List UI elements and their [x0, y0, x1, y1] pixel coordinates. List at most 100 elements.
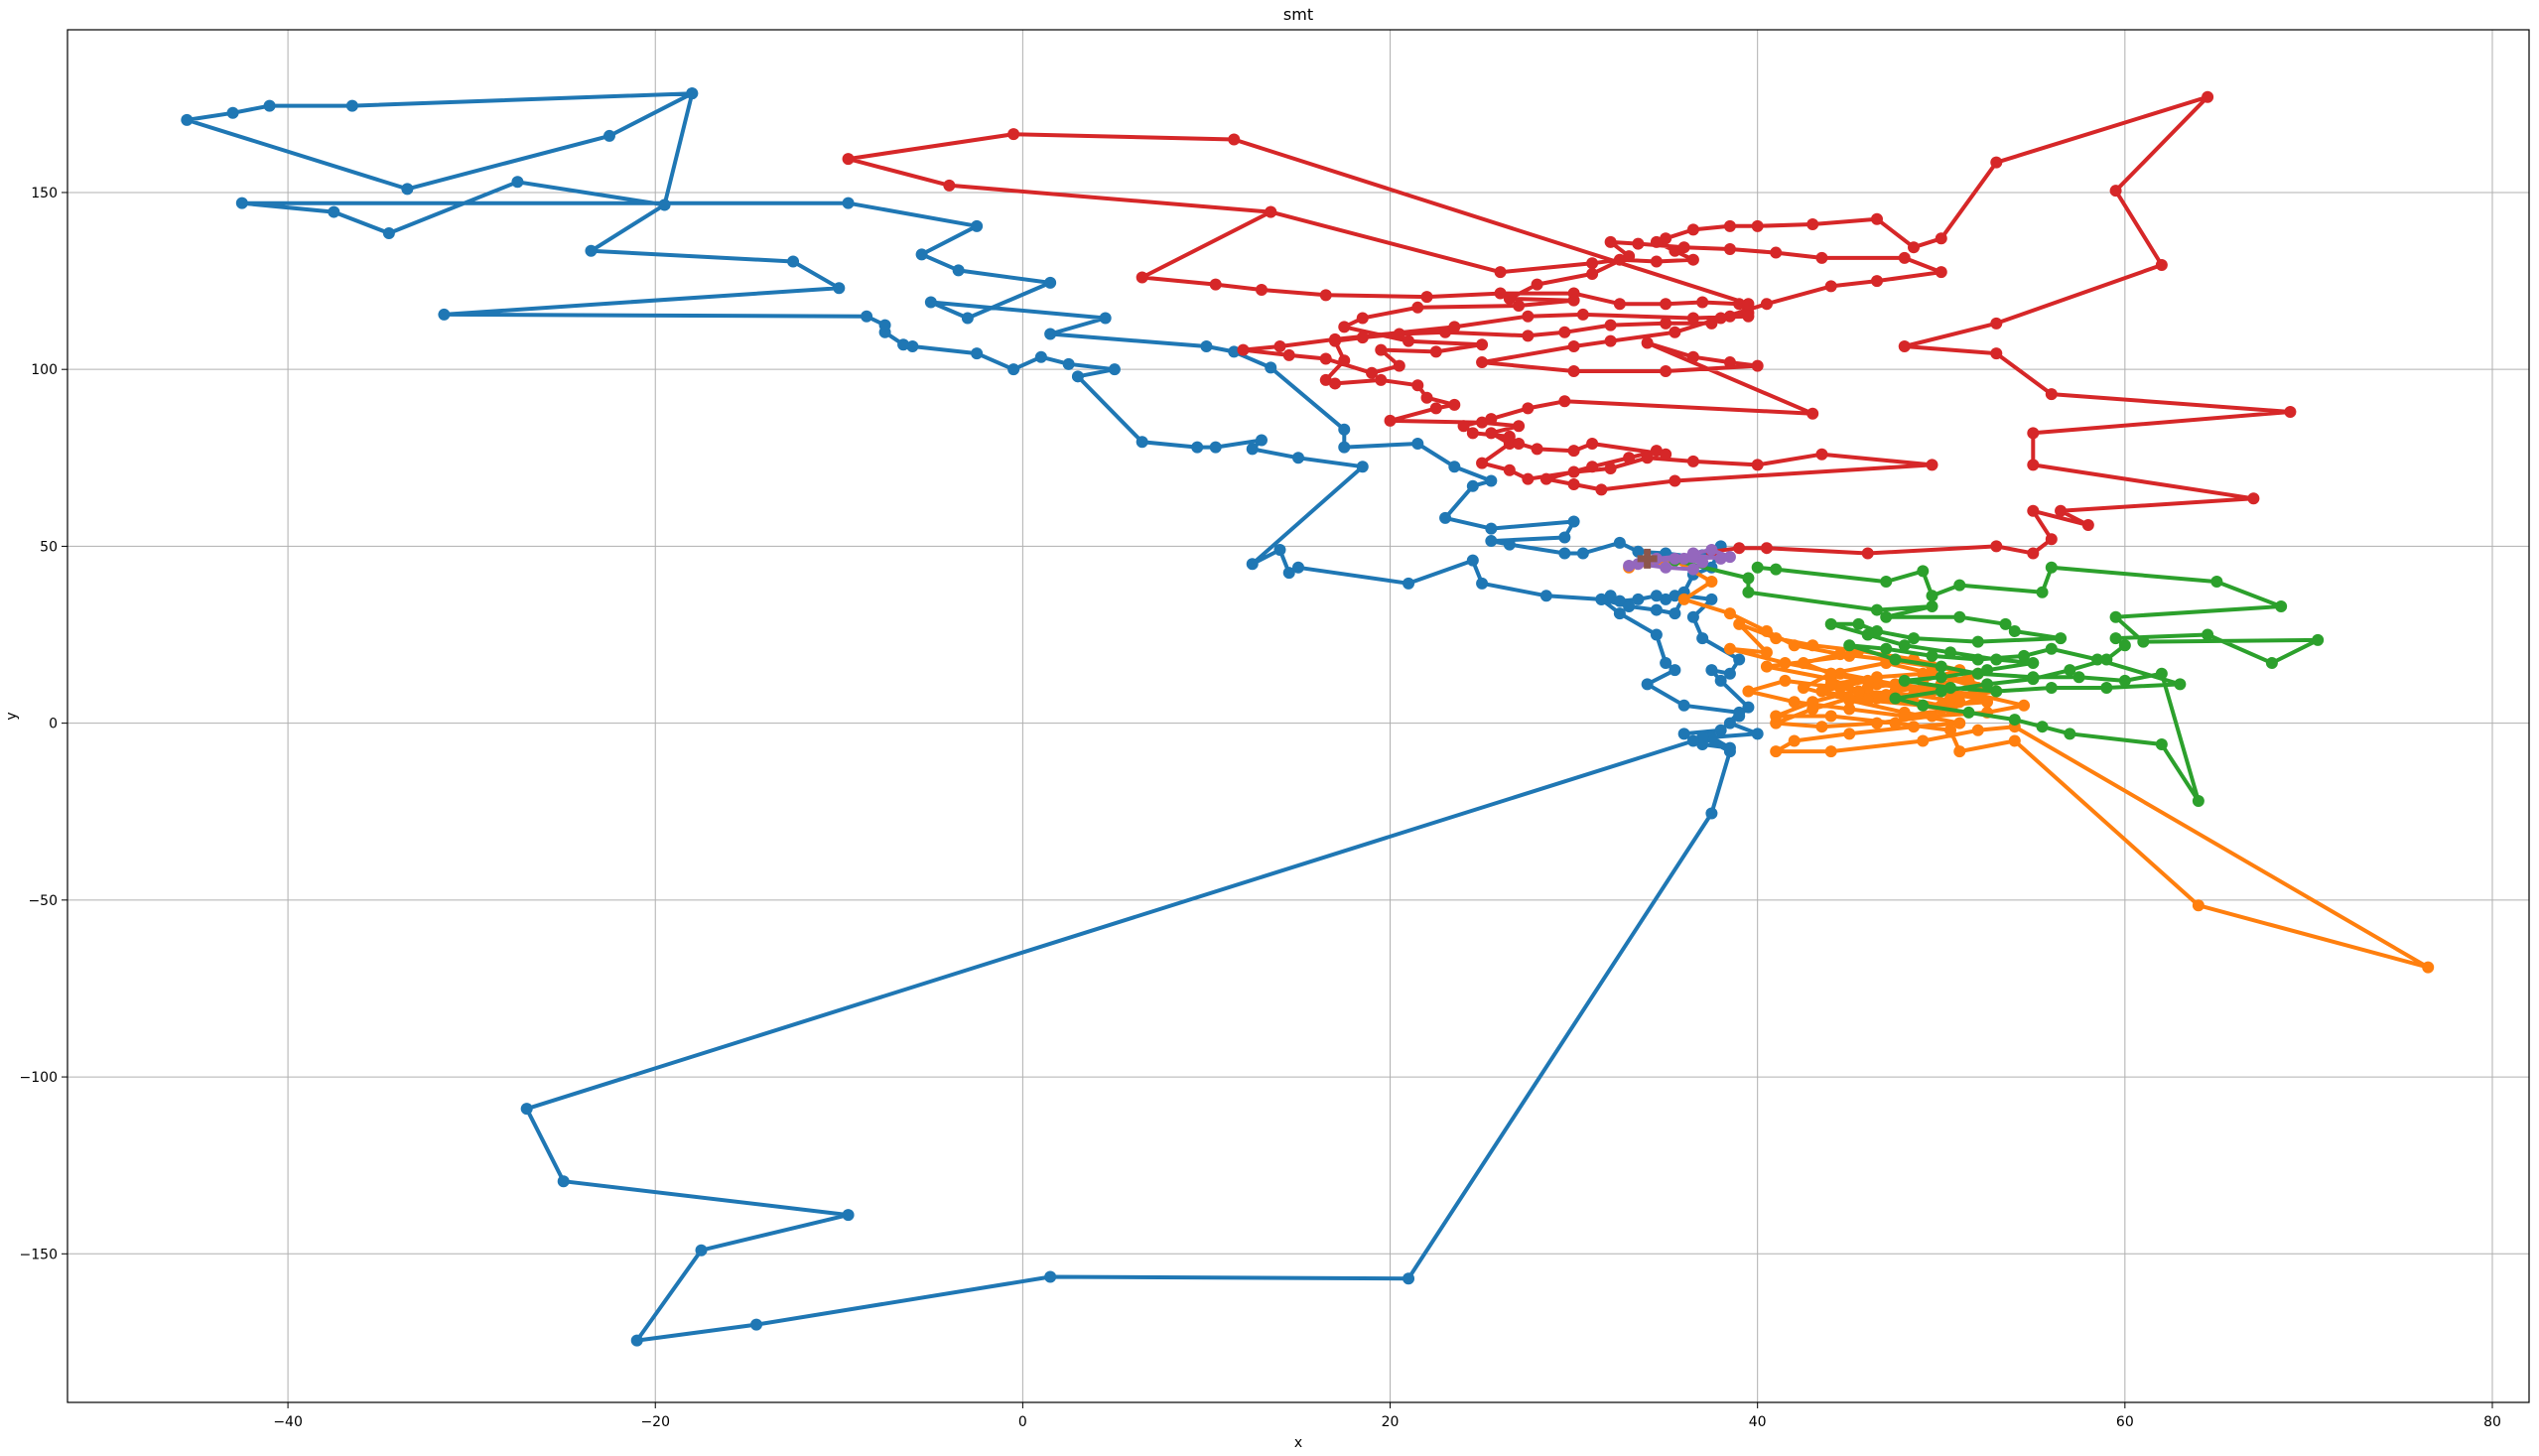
series-3-point	[1935, 660, 1947, 673]
series-3-point	[1935, 671, 1947, 684]
series-3-point	[2312, 633, 2325, 646]
series-3-point	[1990, 685, 2003, 698]
series-2-point	[1788, 734, 1801, 747]
series-1-point	[1209, 441, 1222, 454]
series-1-point	[1705, 807, 1718, 820]
series-1-point	[1356, 461, 1369, 473]
series-1-point	[1705, 730, 1718, 743]
series-4-point	[1705, 317, 1718, 330]
series-1-point	[1503, 538, 1516, 551]
series-4-point	[1751, 359, 1764, 372]
series-1-point	[833, 282, 846, 295]
series-2-point	[1870, 692, 1883, 705]
series-1-point	[1403, 1272, 1415, 1285]
series-3-point	[2109, 610, 2122, 623]
series-4-point	[1329, 377, 1342, 390]
series-3-point	[1870, 624, 1883, 637]
series-2-point	[1889, 717, 1902, 729]
y-tick-label: 150	[31, 186, 58, 201]
series-4-point	[1751, 459, 1764, 471]
series-1-point	[1338, 441, 1351, 454]
series-3-point	[1898, 674, 1911, 687]
series-4-point	[1696, 296, 1709, 309]
series-2-point	[1760, 624, 1773, 637]
series-4-point	[1448, 321, 1461, 333]
series-4-point	[1338, 321, 1351, 333]
series-1-point	[1723, 745, 1736, 758]
series-1-point	[226, 106, 239, 119]
series-1-point	[1071, 370, 1084, 383]
series-1-point	[1613, 595, 1626, 607]
series-1-point	[1485, 522, 1498, 535]
series-4-point	[1265, 205, 1277, 218]
series-4-point	[1613, 298, 1626, 311]
series-3-point	[1926, 649, 1938, 662]
series-3-point	[1971, 635, 1984, 648]
series-4-point	[1815, 251, 1828, 264]
series-1-point	[1108, 363, 1121, 376]
series-3-point	[1742, 586, 1755, 598]
series-4-point	[1723, 242, 1736, 255]
series-2-point	[2422, 961, 2435, 974]
series-4-point	[1908, 241, 1920, 254]
series-3-point	[1971, 653, 1984, 666]
series-4-point	[1567, 478, 1580, 491]
series-4-point	[1990, 347, 2003, 360]
series-4-point	[2045, 533, 2058, 546]
series-4-point	[1411, 301, 1424, 314]
series-1-point	[1007, 363, 1020, 376]
x-tick-label: 20	[1382, 1414, 1400, 1430]
series-1-point	[861, 310, 873, 323]
series-5-point	[1686, 549, 1699, 562]
series-3-point	[1926, 590, 1938, 602]
series-4-point	[1742, 310, 1755, 323]
series-2-point	[1824, 667, 1837, 680]
series-1-point	[1448, 461, 1461, 473]
series-4-point	[1522, 310, 1535, 323]
series-5-point	[1677, 552, 1690, 565]
series-1-point	[1044, 328, 1057, 340]
series-1-point	[520, 1103, 533, 1116]
series-4-point	[1686, 223, 1699, 236]
series-4-point	[1420, 391, 1433, 404]
series-2-point	[1770, 745, 1783, 758]
series-2-point	[1788, 639, 1801, 652]
series-2-point	[1962, 674, 1975, 687]
series-3-point	[2045, 681, 2058, 694]
axis-ticks: −40 −20 0 20 40 60 80 −150 −100 −50 0 50 100 150	[20, 186, 2501, 1430]
series-2-point	[1815, 685, 1828, 698]
series-5-point	[1669, 552, 1681, 565]
series-3-point	[1981, 678, 1994, 691]
series-3-point	[1770, 563, 1783, 576]
series-1-point	[630, 1334, 643, 1347]
series-2-point	[1870, 671, 1883, 684]
series-4-point	[1760, 542, 1773, 555]
series-1-point	[1604, 590, 1617, 602]
series-3-point	[2155, 738, 2168, 751]
chart-title: smt	[1283, 5, 1313, 24]
series-1-point	[658, 199, 671, 211]
series-4-point	[1686, 253, 1699, 266]
series-1-point	[1595, 593, 1608, 605]
series-4-point	[1237, 343, 1250, 356]
series-4-point	[1641, 336, 1654, 349]
series-2-point	[1908, 721, 1920, 733]
series-3-point	[2265, 657, 2278, 670]
series-4-point	[1522, 330, 1535, 342]
series-4-point	[2027, 504, 2040, 517]
series-4-point	[2027, 459, 2040, 471]
series-4-point	[2055, 504, 2068, 517]
series-3-point	[2055, 632, 2068, 645]
series-1-point	[1439, 511, 1452, 524]
series-2-point	[1806, 703, 1819, 716]
series-4-point	[1567, 465, 1580, 478]
series-2-point	[1953, 696, 1966, 709]
series-5-point	[1696, 556, 1709, 569]
series-4-point	[1733, 298, 1746, 311]
series-3-point	[1898, 639, 1911, 652]
series-4-point	[1806, 218, 1819, 231]
series-3-point	[2118, 639, 2131, 652]
series-3-point	[2072, 671, 2085, 684]
series-1-point	[1466, 479, 1479, 492]
y-tick-label: −150	[20, 1247, 58, 1262]
